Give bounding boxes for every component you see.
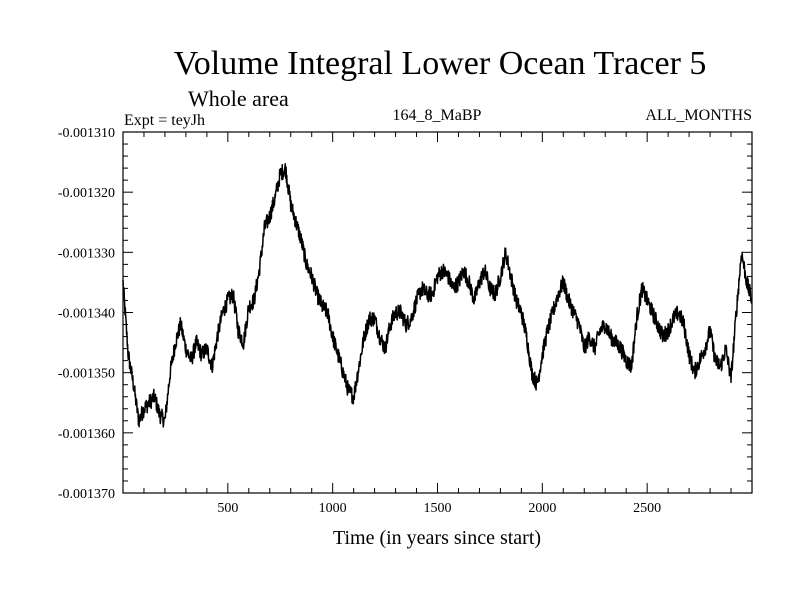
x-tick-label: 1500	[424, 501, 452, 516]
period-label: ALL_MONTHS	[645, 107, 752, 124]
run-label: 164_8_MaBP	[393, 107, 482, 124]
x-tick-label: 1000	[319, 501, 347, 516]
x-tick-label: 2000	[528, 501, 556, 516]
y-tick-label: -0.001340	[58, 307, 115, 322]
x-tick-labels: 500 1000 1500 2000 2500	[217, 501, 661, 516]
y-tick-label: -0.001320	[58, 186, 115, 201]
plot-frame	[122, 131, 753, 494]
axis-ticks	[123, 131, 752, 494]
y-tick-label: -0.001330	[58, 246, 115, 261]
y-tick-label: -0.001360	[58, 427, 115, 442]
y-tick-label: -0.001350	[58, 367, 115, 382]
y-tick-label: -0.001310	[58, 126, 115, 141]
x-axis-label: Time (in years since start)	[333, 527, 541, 549]
chart-subtitle: Whole area	[188, 86, 289, 111]
y-tick-labels: -0.001310 -0.001320 -0.001330 -0.001340 -0.0…	[58, 126, 115, 502]
y-tick-label: -0.001370	[58, 487, 115, 502]
x-tick-label: 500	[217, 501, 238, 516]
x-tick-label: 2500	[633, 501, 661, 516]
experiment-label: Expt = teyJh	[124, 112, 205, 129]
chart-title: Volume Integral Lower Ocean Tracer 5	[174, 45, 707, 82]
data-line	[122, 163, 753, 428]
